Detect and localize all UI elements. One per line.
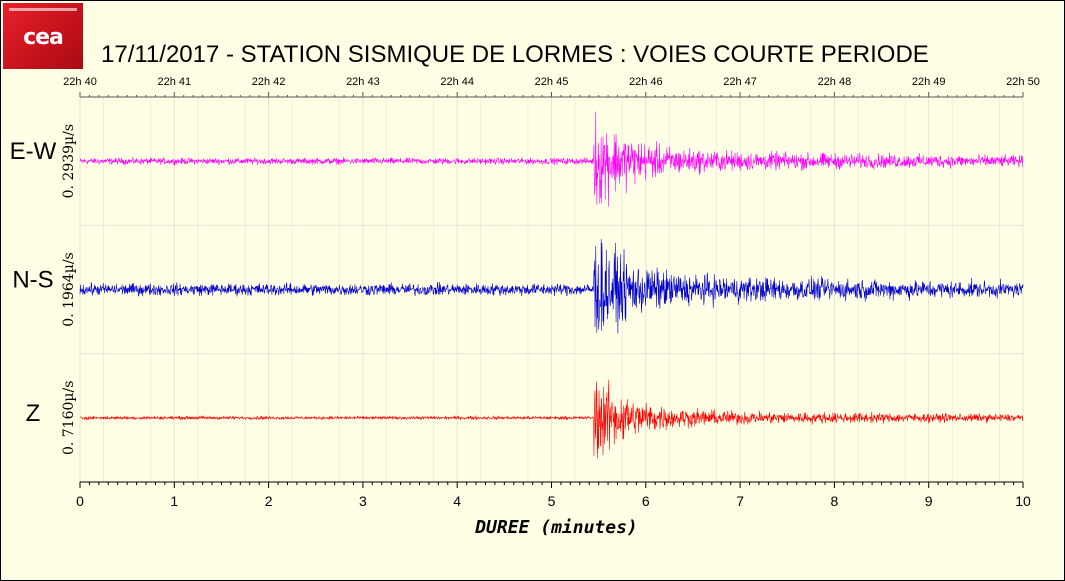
logo-text: cea <box>23 25 64 50</box>
top-axis-tick-label: 22h 50 <box>1006 76 1040 88</box>
x-tick-label: 1 <box>170 493 178 509</box>
x-tick-label: 7 <box>736 493 744 509</box>
scale-label: 0. 2939µ/s <box>61 124 77 198</box>
component-label: N-S <box>12 267 53 294</box>
scale-label: 0. 1964µ/s <box>61 252 77 326</box>
x-tick-label: 10 <box>1015 493 1031 509</box>
cea-logo: cea <box>3 3 83 69</box>
top-axis-tick-label: 22h 40 <box>63 76 97 88</box>
x-tick-label: 0 <box>76 493 84 509</box>
top-axis-tick-label: 22h 42 <box>252 76 286 88</box>
x-tick-label: 3 <box>359 493 367 509</box>
x-tick-label: 2 <box>265 493 273 509</box>
component-label: E-W <box>10 138 57 165</box>
top-axis-tick-label: 22h 44 <box>440 76 474 88</box>
x-tick-label: 5 <box>548 493 556 509</box>
top-axis-tick-label: 22h 41 <box>157 76 191 88</box>
top-axis-tick-label: 22h 48 <box>818 76 852 88</box>
x-tick-label: 8 <box>831 493 839 509</box>
trace-z <box>79 379 1024 459</box>
x-axis-label: DUREE (minutes) <box>474 517 638 538</box>
trace-n-s <box>79 239 1024 334</box>
top-axis-tick-label: 22h 49 <box>912 76 946 88</box>
chart-title: 17/11/2017 - STATION SISMIQUE DE LORMES … <box>101 41 929 68</box>
trace-e-w <box>79 111 1024 207</box>
top-axis-tick-label: 22h 45 <box>535 76 569 88</box>
scale-label: 0. 7160µ/s <box>61 381 77 455</box>
x-tick-label: 9 <box>925 493 933 509</box>
x-tick-label: 4 <box>453 493 461 509</box>
top-axis-tick-label: 22h 47 <box>723 76 757 88</box>
logo-banner-text <box>9 8 77 11</box>
top-axis-tick-label: 22h 43 <box>346 76 380 88</box>
component-label: Z <box>26 400 41 427</box>
top-axis-tick-label: 22h 46 <box>629 76 663 88</box>
x-tick-label: 6 <box>642 493 650 509</box>
